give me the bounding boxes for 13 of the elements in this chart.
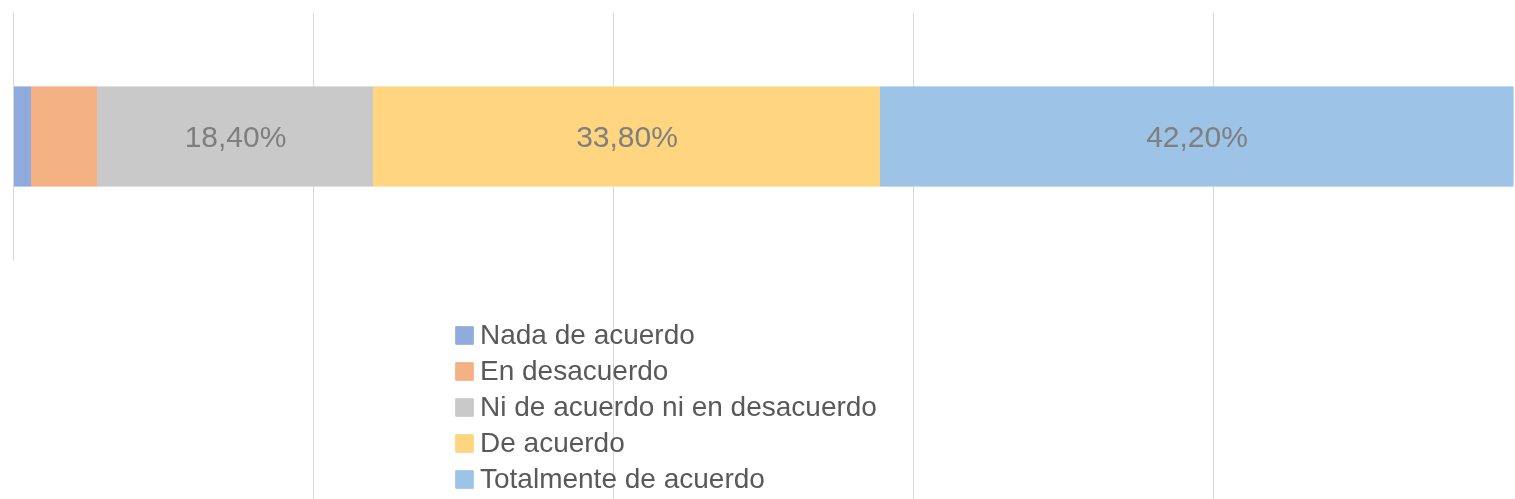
bar bbox=[373, 86, 881, 187]
legend-label: De acuerdo bbox=[480, 427, 625, 459]
data-label: 42,20% bbox=[1146, 120, 1248, 153]
bar bbox=[880, 86, 1514, 187]
bar bbox=[13, 86, 32, 187]
bar bbox=[31, 86, 98, 187]
legend-label: Nada de acuerdo bbox=[480, 319, 695, 351]
legend-label: En desacuerdo bbox=[480, 355, 669, 387]
legend-label: Totalmente de acuerdo bbox=[480, 463, 765, 495]
data-label: 33,80% bbox=[576, 120, 678, 153]
bar bbox=[97, 86, 374, 187]
legend-label: Ni de acuerdo ni en desacuerdo bbox=[480, 391, 877, 423]
data-label: 18,40% bbox=[184, 120, 287, 153]
